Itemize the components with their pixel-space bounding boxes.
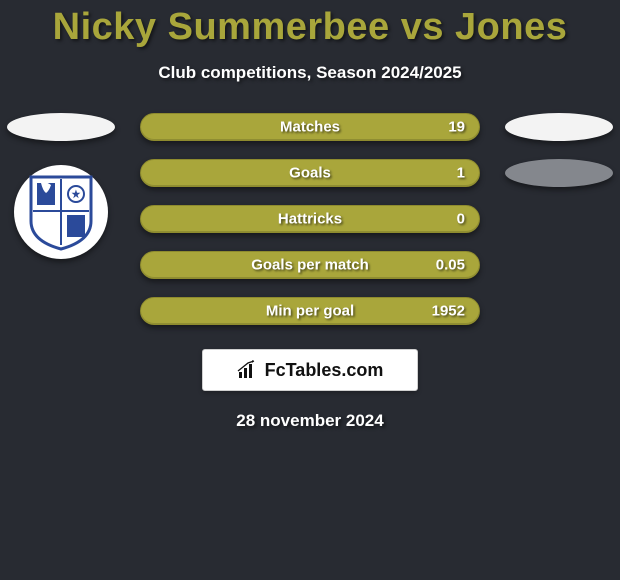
stat-label: Hattricks	[278, 211, 342, 228]
stat-bar: Min per goal 1952	[140, 297, 480, 325]
stat-value: 1	[457, 165, 465, 182]
date-text: 28 november 2024	[0, 411, 620, 431]
stat-bar: Goals 1	[140, 159, 480, 187]
left-player-column	[6, 113, 116, 259]
subtitle: Club competitions, Season 2024/2025	[0, 63, 620, 83]
right-player-column	[504, 113, 614, 187]
stat-label: Min per goal	[266, 303, 354, 320]
comparison-panel: Matches 19 Goals 1 Hattricks 0 Goals per…	[0, 113, 620, 325]
shield-icon	[27, 173, 95, 251]
stat-label: Goals	[289, 165, 331, 182]
stat-value: 0.05	[436, 257, 465, 274]
player-oval-left	[7, 113, 115, 141]
page-title: Nicky Summerbee vs Jones	[0, 0, 620, 49]
player-oval-right-2	[505, 159, 613, 187]
stat-bar: Hattricks 0	[140, 205, 480, 233]
brand-text: FcTables.com	[265, 360, 384, 381]
stat-value: 1952	[432, 303, 465, 320]
stat-bar: Goals per match 0.05	[140, 251, 480, 279]
stat-bars: Matches 19 Goals 1 Hattricks 0 Goals per…	[140, 113, 480, 325]
brand-badge: FcTables.com	[202, 349, 418, 391]
club-crest	[14, 165, 108, 259]
player-oval-right-1	[505, 113, 613, 141]
stat-value: 19	[448, 119, 465, 136]
stat-bar: Matches 19	[140, 113, 480, 141]
stat-value: 0	[457, 211, 465, 228]
bar-chart-icon	[237, 360, 259, 380]
stat-label: Goals per match	[251, 257, 369, 274]
stat-label: Matches	[280, 119, 340, 136]
